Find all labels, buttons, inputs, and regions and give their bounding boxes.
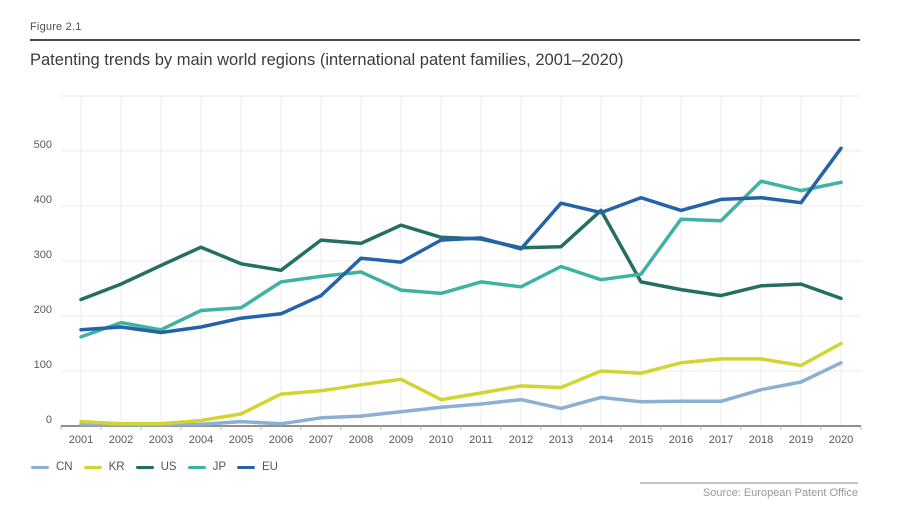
series-EU [79, 146, 843, 335]
svg-text:2012: 2012 [509, 434, 533, 446]
svg-text:300: 300 [34, 249, 52, 261]
svg-text:2004: 2004 [189, 434, 213, 446]
x-axis-labels: 2001 2002 2003 2004 2005 2006 2007 2008 2009 2010… [69, 434, 853, 446]
x-axis-ticks [60, 426, 862, 430]
source-divider [640, 482, 858, 484]
eu-line-swatch-icon [237, 465, 256, 469]
svg-text:2001: 2001 [69, 434, 93, 446]
svg-text:2010: 2010 [429, 434, 453, 446]
svg-text:2002: 2002 [109, 434, 133, 446]
legend-label-us: US [160, 461, 177, 473]
svg-text:2016: 2016 [669, 434, 693, 446]
series-CN [79, 361, 843, 427]
legend-item-jp: JP [187, 461, 227, 473]
svg-text:2007: 2007 [309, 434, 333, 446]
line-chart: 0 100 200 300 400 500 2001 2002 2003 2004 2005 2006… [34, 95, 862, 446]
svg-text:100: 100 [34, 359, 52, 371]
svg-text:2015: 2015 [629, 434, 653, 446]
svg-text:2020: 2020 [829, 434, 853, 446]
gridlines [61, 95, 861, 427]
svg-text:200: 200 [34, 304, 52, 316]
jp-line-swatch-icon [187, 465, 206, 469]
svg-text:400: 400 [34, 194, 52, 206]
legend-label-cn: CN [56, 461, 73, 473]
svg-text:2014: 2014 [589, 434, 613, 446]
svg-text:2011: 2011 [469, 434, 493, 446]
legend-label-eu: EU [262, 461, 278, 473]
legend-label-jp: JP [212, 461, 227, 473]
legend-item-us: US [135, 461, 177, 473]
header-divider [30, 39, 860, 41]
svg-text:0: 0 [46, 414, 52, 426]
chart-legend: CN KR US JP EU [31, 461, 278, 473]
y-axis-labels: 0 100 200 300 400 500 [34, 139, 52, 426]
legend-item-eu: EU [237, 461, 278, 473]
svg-text:2013: 2013 [549, 434, 573, 446]
kr-line-swatch-icon [83, 465, 102, 469]
svg-text:2003: 2003 [149, 434, 173, 446]
svg-text:2005: 2005 [229, 434, 253, 446]
svg-text:2009: 2009 [389, 434, 413, 446]
svg-text:2019: 2019 [789, 434, 813, 446]
cn-line-swatch-icon [31, 465, 49, 469]
us-line-swatch-icon [135, 465, 154, 469]
svg-text:2018: 2018 [749, 434, 773, 446]
source-note: Source: European Patent Office [702, 487, 858, 499]
svg-text:2017: 2017 [709, 434, 733, 446]
legend-label-kr: KR [108, 461, 125, 473]
figure-number-label: Figure 2.1 [30, 21, 82, 33]
svg-text:500: 500 [34, 139, 52, 151]
svg-text:2006: 2006 [269, 434, 293, 446]
legend-item-kr: KR [83, 461, 125, 473]
series-KR [79, 341, 843, 426]
series-JP [79, 179, 843, 339]
svg-text:2008: 2008 [349, 434, 373, 446]
chart-area: 0 100 200 300 400 500 2001 2002 2003 2004 2005 2006… [0, 88, 900, 460]
legend-item-cn: CN [31, 461, 73, 473]
chart-title: Patenting trends by main world regions (… [30, 51, 624, 69]
